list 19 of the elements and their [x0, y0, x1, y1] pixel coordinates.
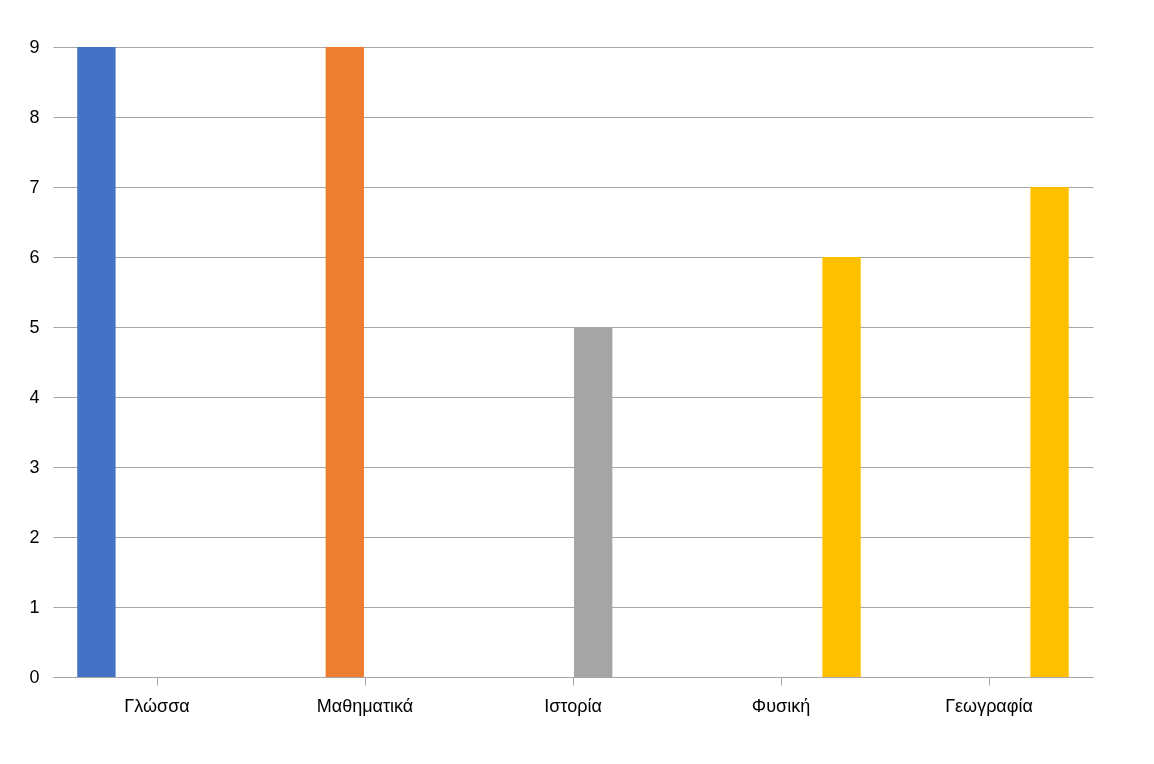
- y-tick-label: 7: [29, 176, 40, 197]
- bar: [77, 47, 116, 677]
- y-tick-label: 9: [29, 36, 40, 57]
- bar: [325, 47, 364, 677]
- x-tick-label: Ιστορία: [544, 695, 602, 716]
- bar: [1030, 187, 1069, 677]
- x-tick-label: Γλώσσα: [124, 695, 190, 716]
- bar: [822, 257, 861, 677]
- x-tick-label: Μαθηματικά: [316, 695, 414, 716]
- y-tick-label: 5: [29, 316, 40, 337]
- y-tick-label: 3: [29, 456, 40, 477]
- y-tick-label: 0: [29, 666, 40, 687]
- y-tick-label: 6: [29, 246, 40, 267]
- y-tick-label: 1: [29, 596, 40, 617]
- y-tick-label: 4: [29, 386, 40, 407]
- x-tick-label: Φυσική: [751, 695, 811, 716]
- y-tick-label: 2: [29, 526, 40, 547]
- x-tick-label: Γεωγραφία: [945, 695, 1033, 716]
- y-tick-label: 8: [29, 106, 40, 127]
